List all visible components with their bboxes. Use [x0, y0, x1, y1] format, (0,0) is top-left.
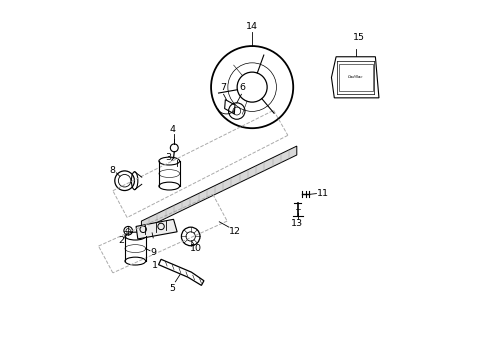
Text: 8: 8 [110, 166, 116, 175]
Text: 2: 2 [119, 236, 125, 245]
Text: 14: 14 [246, 22, 258, 31]
Text: Cadillac: Cadillac [348, 76, 364, 80]
Polygon shape [136, 219, 177, 239]
Text: 15: 15 [353, 33, 366, 42]
Text: 6: 6 [239, 83, 245, 92]
Text: 12: 12 [229, 227, 241, 236]
Bar [339, 64, 372, 91]
Text: 9: 9 [150, 248, 156, 257]
Text: 3: 3 [165, 153, 172, 162]
Text: 1: 1 [152, 261, 158, 270]
Text: 10: 10 [190, 244, 202, 253]
Text: 5: 5 [170, 284, 175, 293]
Text: 4: 4 [170, 125, 176, 134]
Polygon shape [142, 146, 297, 230]
Text: 7: 7 [220, 83, 226, 92]
Text: 11: 11 [317, 189, 329, 198]
Text: 13: 13 [291, 219, 303, 228]
